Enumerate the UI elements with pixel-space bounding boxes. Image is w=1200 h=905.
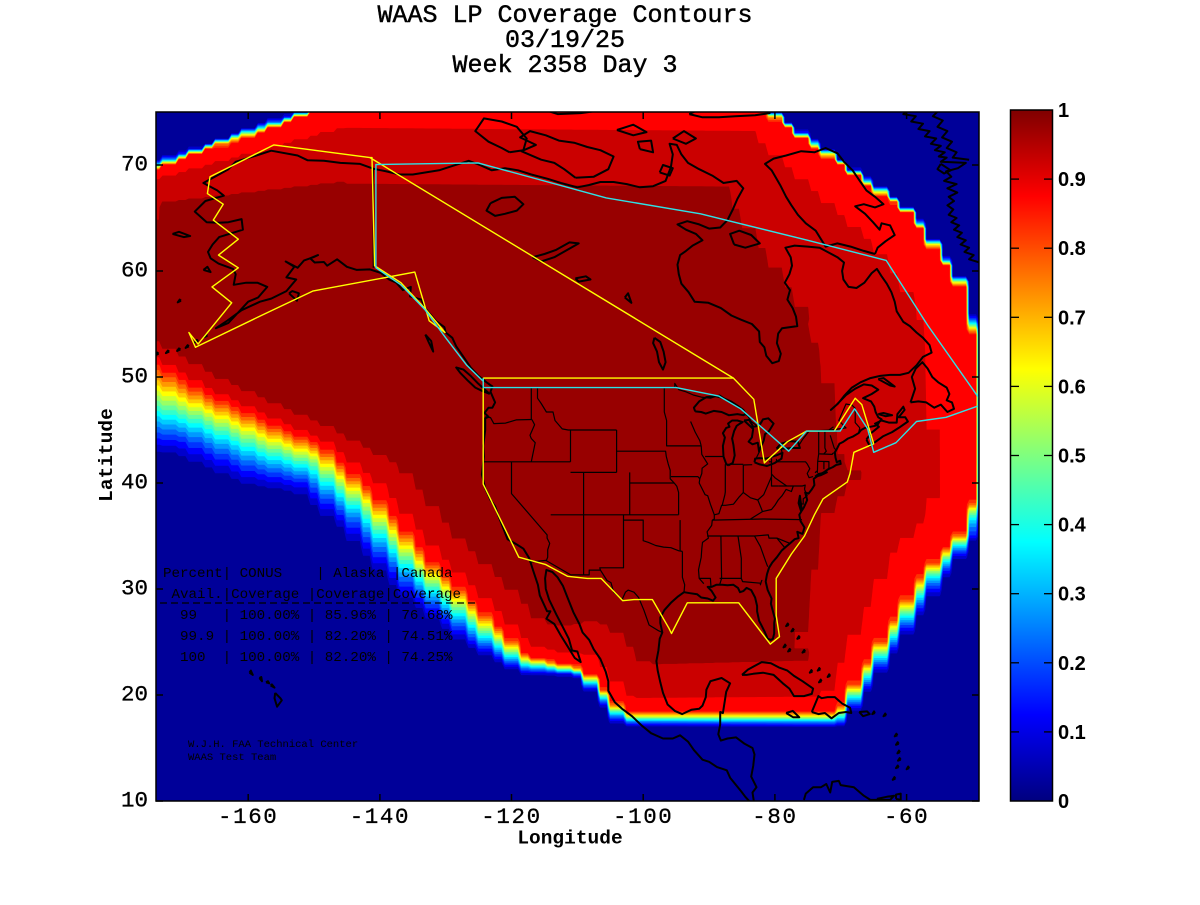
svg-text:03/19/25: 03/19/25: [505, 26, 625, 55]
svg-text:-160: -160: [218, 804, 278, 830]
svg-text:-120: -120: [481, 804, 541, 830]
svg-text:WAAS LP Coverage Contours: WAAS LP Coverage Contours: [377, 1, 752, 30]
svg-text:-140: -140: [350, 804, 410, 830]
svg-text:30: 30: [121, 576, 148, 602]
svg-text:99 | 100.00% | 85.96% | 76.6: 99 | 100.00% | 85.96% | 76.68%: [163, 608, 453, 624]
svg-text:99.9 | 100.00% | 82.20% | 74.5: 99.9 | 100.00% | 82.20% | 74.51%: [163, 629, 453, 645]
svg-text:Longitude: Longitude: [517, 828, 622, 850]
svg-text:0.8: 0.8: [1058, 238, 1086, 260]
svg-text:0.1: 0.1: [1058, 722, 1086, 744]
svg-text:1: 1: [1058, 100, 1069, 122]
svg-text:-60: -60: [884, 804, 929, 830]
svg-text:Week 2358 Day 3: Week 2358 Day 3: [452, 51, 677, 80]
svg-text:0.3: 0.3: [1058, 584, 1086, 606]
svg-text:40: 40: [121, 470, 148, 496]
svg-text:WAAS Test Team: WAAS Test Team: [188, 752, 276, 764]
svg-text:20: 20: [121, 682, 148, 708]
svg-text:0.9: 0.9: [1058, 169, 1086, 191]
svg-text:0: 0: [1058, 791, 1069, 813]
svg-text:70: 70: [121, 152, 148, 178]
svg-text:W.J.H. FAA Technical Center: W.J.H. FAA Technical Center: [188, 739, 358, 751]
svg-text:10: 10: [121, 788, 148, 814]
svg-text:0.7: 0.7: [1058, 307, 1086, 329]
svg-text:Percent| CONUS | Alaska |Ca: Percent| CONUS | Alaska |Canada: [163, 566, 453, 582]
svg-text:0.4: 0.4: [1058, 515, 1087, 537]
svg-text:100 | 100.00% | 82.20% | 74.2: 100 | 100.00% | 82.20% | 74.25%: [163, 650, 453, 666]
svg-text:-100: -100: [613, 804, 673, 830]
svg-text:0.6: 0.6: [1058, 376, 1086, 398]
svg-text:60: 60: [121, 258, 148, 284]
svg-text:50: 50: [121, 364, 148, 390]
svg-text:0.5: 0.5: [1058, 446, 1086, 468]
svg-text:Avail.|Coverage |Coverage|Cove: Avail.|Coverage |Coverage|Coverage: [163, 587, 461, 603]
svg-text:Latitude: Latitude: [96, 408, 118, 502]
svg-text:-80: -80: [752, 804, 797, 830]
svg-text:0.2: 0.2: [1058, 653, 1086, 675]
